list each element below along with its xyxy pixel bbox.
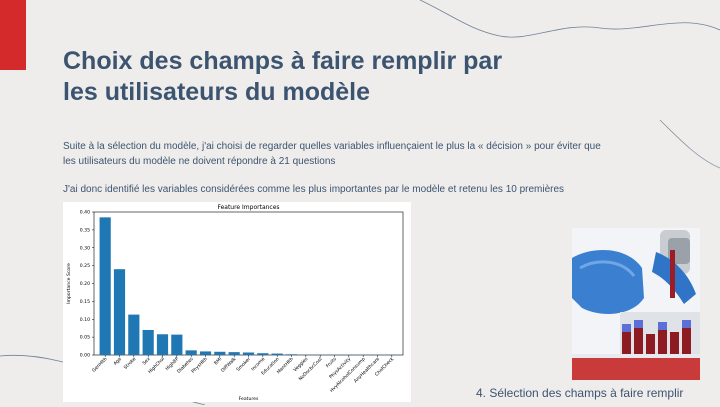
intro-line-2: les utilisateurs du modèle ne doivent ré… bbox=[63, 156, 335, 167]
bar bbox=[229, 352, 240, 355]
plot-frame bbox=[94, 212, 403, 355]
x-axis-label: Features bbox=[239, 396, 259, 402]
bar bbox=[200, 351, 211, 355]
y-tick-label: 0.00 bbox=[80, 353, 90, 359]
selection-paragraph: J'ai donc identifié les variables consid… bbox=[63, 182, 703, 197]
y-tick-label: 0.25 bbox=[80, 263, 90, 269]
bar bbox=[272, 354, 283, 355]
x-tick-label: Age bbox=[112, 356, 123, 367]
accent-red-block bbox=[0, 0, 26, 70]
x-tick-label: Smoker bbox=[235, 356, 252, 373]
intro-line-1: Suite à la sélection du modèle, j'ai cho… bbox=[63, 141, 601, 152]
bar bbox=[214, 352, 225, 355]
x-tick-label: DiffWalk bbox=[220, 356, 238, 374]
intro-paragraph: Suite à la sélection du modèle, j'ai cho… bbox=[63, 139, 703, 169]
bar bbox=[143, 330, 154, 355]
x-tick-label: Sex bbox=[141, 356, 151, 366]
bar bbox=[128, 315, 139, 355]
bar bbox=[100, 217, 111, 355]
y-tick-label: 0.10 bbox=[80, 317, 90, 323]
title-line-1: Choix des champs à faire remplir par bbox=[63, 47, 502, 75]
y-tick-label: 0.15 bbox=[80, 299, 90, 305]
feature-importance-chart: Feature Importances 0.00 0.05 0.10 0.15 0.20 0… bbox=[63, 202, 411, 402]
y-tick-label: 0.40 bbox=[80, 210, 90, 216]
x-tick-label: Stroke bbox=[123, 356, 138, 371]
y-tick-label: 0.20 bbox=[80, 281, 90, 287]
slide-footer: 4. Sélection des champs à faire remplir bbox=[476, 386, 683, 400]
slide-title: Choix des champs à faire remplir par les… bbox=[63, 46, 623, 108]
bar bbox=[186, 350, 197, 355]
bar bbox=[114, 269, 125, 355]
x-tick-label: Fruits bbox=[325, 356, 339, 370]
y-tick-label: 0.05 bbox=[80, 335, 90, 341]
y-tick-label: 0.35 bbox=[80, 227, 90, 233]
y-tick-label: 0.30 bbox=[80, 245, 90, 251]
bar bbox=[286, 354, 297, 355]
x-tick-label: AnyHealthcare bbox=[353, 356, 381, 384]
chart-title: Feature Importances bbox=[217, 204, 279, 211]
y-axis-label: Importance Score bbox=[66, 263, 72, 304]
chart-svg: Feature Importances 0.00 0.05 0.10 0.15 0.20 0… bbox=[63, 202, 411, 402]
bar bbox=[171, 335, 182, 355]
lab-photo bbox=[572, 228, 700, 380]
bar bbox=[257, 353, 268, 355]
x-tick-label: PhysHlth bbox=[190, 356, 209, 375]
bar bbox=[157, 334, 168, 355]
bar bbox=[243, 352, 254, 355]
x-tick-label: BMI bbox=[213, 356, 223, 366]
title-line-2: les utilisateurs du modèle bbox=[63, 78, 370, 106]
x-tick-label: GenHlth bbox=[91, 356, 109, 374]
